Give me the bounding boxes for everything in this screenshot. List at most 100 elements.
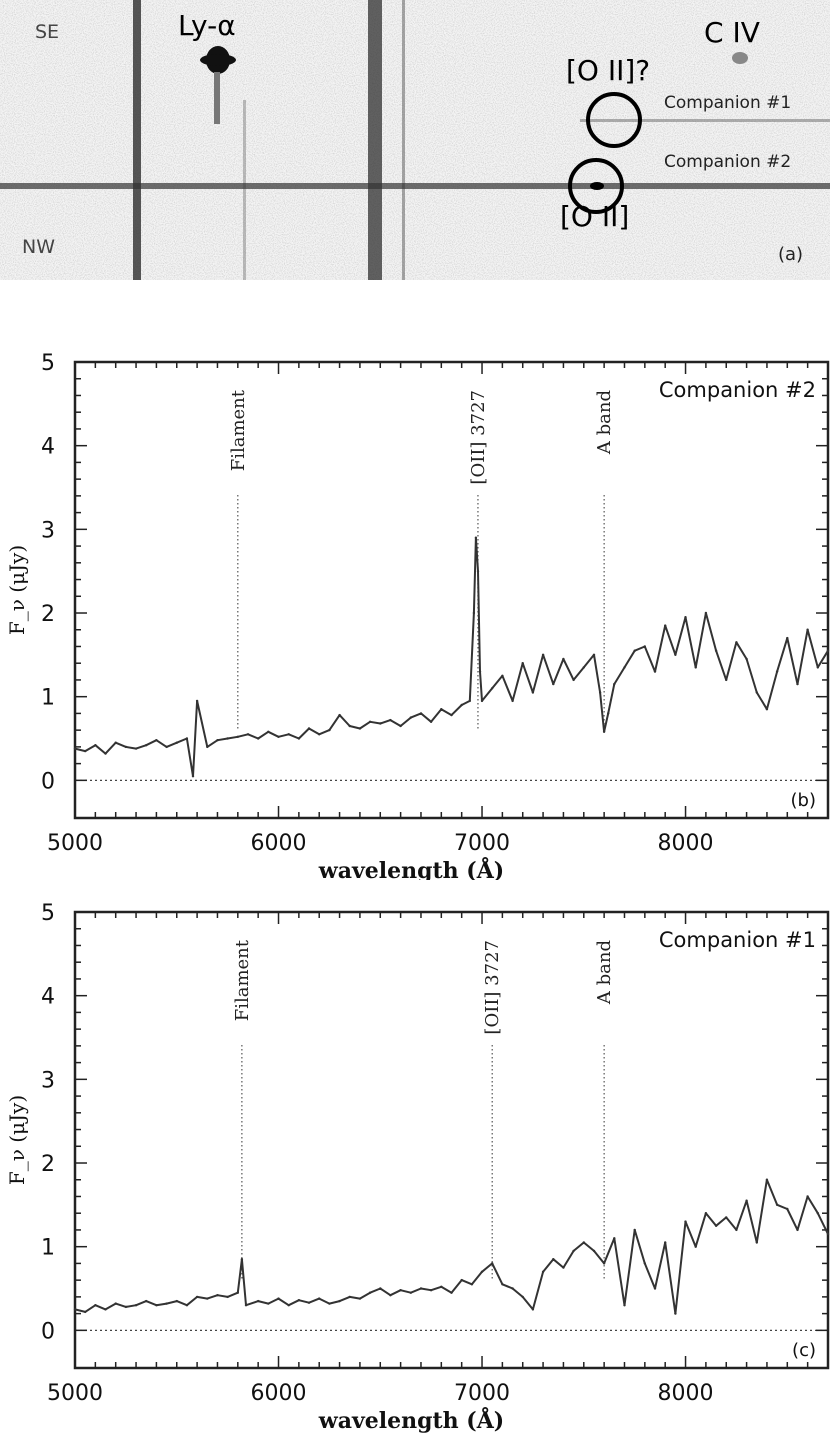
spectrum-plot-companion-2: 5000 6000 7000 8000 0 1 2 3 4 5 wavelength (Å) F_ν … — [5, 351, 830, 880]
chart-2-data-point — [613, 1237, 616, 1240]
chart-2-x-tick-label: 7000 — [454, 1381, 510, 1406]
companion1-trace — [580, 119, 830, 122]
chart-1-data-point — [474, 536, 478, 539]
chart-2-annotation-label: A band — [594, 940, 615, 1005]
chart-2-data-point — [602, 1262, 606, 1265]
chart-1-frame — [73, 360, 830, 820]
chart-2-data-point — [206, 1297, 209, 1300]
chart-1-x-tick-label: 5000 — [47, 831, 103, 856]
chart-1-x-tick-label: 6000 — [251, 831, 307, 856]
chart-2-data-point — [175, 1299, 178, 1303]
chart-2-data-point — [244, 1304, 248, 1307]
chart-2-x-tick-label: 8000 — [658, 1381, 714, 1406]
chart-2-data-point — [185, 1304, 189, 1307]
sky-line-1 — [133, 0, 141, 280]
chart-1-data-point — [816, 666, 819, 669]
companion1-circle — [586, 92, 642, 148]
chart-1-data-point — [684, 616, 687, 619]
chart-1-data-point — [134, 747, 138, 750]
chart-1-data-point — [562, 657, 565, 661]
chart-1-data-point — [572, 678, 575, 682]
chart-2-data-point — [775, 1203, 779, 1206]
chart-2-data-point — [389, 1294, 392, 1297]
chart-1-data-point — [826, 649, 830, 652]
chart-1-data-point — [541, 653, 545, 656]
chart-1-data-point — [165, 745, 168, 749]
label-se: SE — [35, 21, 59, 43]
chart-2-annotation-label: Filament — [232, 939, 253, 1021]
chart-1-data-point — [440, 708, 443, 711]
chart-2-data-point — [134, 1304, 138, 1307]
chart-2-data-point — [216, 1294, 219, 1297]
chart-1-data-point — [643, 645, 646, 648]
chart-2-panel-letter: (c) — [792, 1340, 816, 1361]
chart-1-data-point — [592, 653, 596, 656]
chart-2-data-point — [816, 1212, 819, 1215]
chart-1-data-point — [531, 691, 535, 694]
chart-2-x-tick-label: 6000 — [251, 1381, 307, 1406]
chart-1-data-point — [368, 720, 372, 723]
chart-2-data-point — [318, 1297, 321, 1300]
chart-2-data-point — [124, 1305, 128, 1309]
chart-1-data-point — [348, 724, 351, 728]
chart-1-data-point — [755, 691, 758, 694]
chart-2-data-point — [674, 1312, 677, 1315]
chart-1-annotation-label: Filament — [228, 389, 249, 471]
chart-2-data-point — [409, 1291, 412, 1294]
chart-1-data-point — [796, 682, 799, 686]
spectrum-plot-companion-1: 5000 6000 7000 8000 0 1 2 3 4 5 wavelength (Å) F_ν … — [5, 901, 830, 1434]
chart-2-y-tick-label: 1 — [41, 1236, 55, 1261]
chart-2-data-point — [653, 1287, 657, 1290]
chart-1-data-point — [775, 670, 779, 673]
chart-1-data-point — [450, 713, 453, 717]
chart-1-data-point — [104, 752, 107, 755]
chart-2-data-point — [73, 1308, 77, 1311]
chart-1-data-point — [598, 691, 602, 694]
chart-1-data-point — [114, 741, 117, 744]
chart-1-data-point — [472, 611, 476, 615]
chart-2-data-point — [623, 1304, 626, 1307]
chart-1-data-point — [476, 570, 480, 573]
chart-1-data-point — [267, 730, 270, 733]
oii-blob — [590, 182, 604, 190]
chart-1-legend-label: Companion #2 — [659, 378, 816, 402]
sky-line-2 — [368, 0, 382, 280]
chart-2-data-point — [307, 1301, 311, 1304]
chart-2-data-point — [714, 1224, 718, 1227]
chart-1-data-point — [511, 699, 514, 703]
label-nw: NW — [22, 236, 55, 258]
chart-2-data-point — [755, 1241, 758, 1244]
chart-1-data-point — [674, 653, 677, 656]
chart-2-data-point — [796, 1228, 799, 1232]
chart-1-data-point — [480, 699, 484, 703]
chart-2-data-point — [379, 1287, 382, 1290]
chart-1-data-point — [725, 678, 728, 682]
chart-2-y-tick-label: 4 — [41, 985, 55, 1010]
chart-2-data-point — [633, 1228, 636, 1232]
chart-2-y-tick-label: 3 — [41, 1068, 55, 1093]
chart-1-annotation-label: A band — [594, 390, 615, 455]
chart-2-data-point — [267, 1302, 270, 1305]
chart-1-data-point — [379, 722, 382, 725]
sky-line-4 — [243, 100, 246, 280]
chart-1-y-tick-label: 0 — [41, 769, 55, 794]
chart-2-data-point — [735, 1228, 738, 1232]
chart-1-data-point — [155, 739, 158, 742]
chart-2-data-point — [643, 1262, 646, 1265]
chart-2-data-point — [165, 1302, 168, 1305]
chart-1-data-point — [175, 741, 178, 744]
chart-2-data-point — [562, 1266, 565, 1269]
chart-1-y-tick-label: 4 — [41, 435, 55, 460]
chart-1-annotation-label: [OII] 3727 — [468, 390, 489, 485]
chart-1-data-point — [735, 641, 738, 644]
chart-2-data-point — [470, 1283, 474, 1286]
chart-2-y-tick-label: 5 — [41, 901, 55, 926]
chart-1-y-tick-label: 1 — [41, 686, 55, 711]
chart-1-data-point — [389, 718, 392, 722]
chart-1-x-tick-label: 7000 — [454, 831, 510, 856]
chart-2-data-point — [694, 1245, 697, 1248]
chart-1-data-point — [257, 737, 260, 740]
chart-1-x-axis-label: wavelength (Å) — [318, 857, 504, 880]
chart-2-data-point — [592, 1249, 596, 1253]
chart-1-data-point — [552, 682, 555, 686]
